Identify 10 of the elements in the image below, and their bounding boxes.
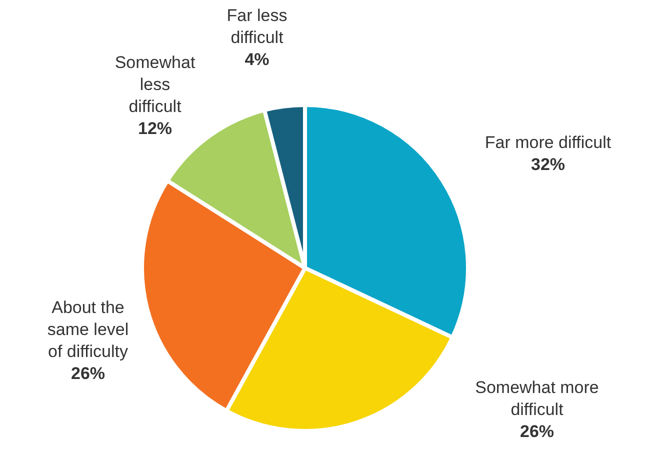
- data-label: 32%: [530, 155, 566, 174]
- slice-label: Far more difficult: [484, 133, 612, 152]
- data-label: 12%: [138, 119, 172, 138]
- data-label: 26%: [520, 422, 554, 442]
- slice-label: About the same level of difficulty: [47, 298, 129, 362]
- slice-label: Somewhat less difficult: [114, 53, 196, 116]
- slice-label: Far less difficult: [226, 6, 288, 48]
- data-label: 26%: [70, 364, 106, 384]
- slice-label: Somewhat more difficult: [475, 378, 599, 420]
- data-label: 4%: [244, 50, 270, 70]
